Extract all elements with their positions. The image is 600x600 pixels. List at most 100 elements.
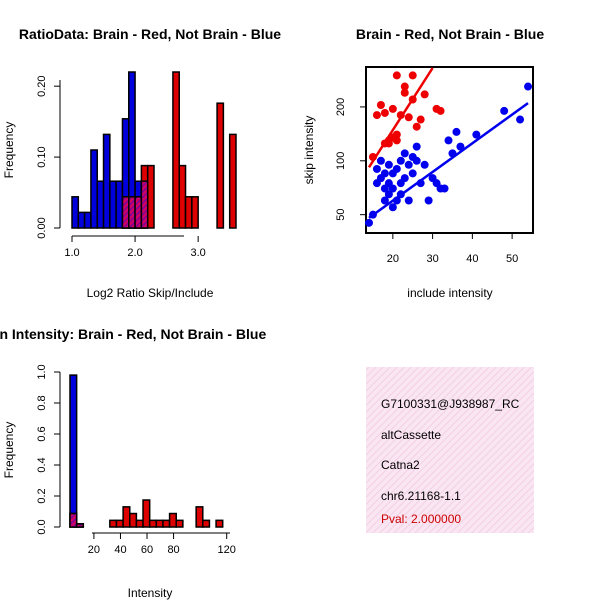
bar-brain — [215, 519, 224, 528]
x-tick-label: 20 — [88, 544, 100, 556]
bar-brain — [178, 164, 187, 229]
point-not-brain — [500, 106, 509, 115]
bar-brain — [184, 196, 193, 229]
bar-overlap — [75, 523, 85, 528]
y-tick-label: 0.2 — [36, 488, 48, 503]
point-not-brain — [472, 130, 481, 139]
point-not-brain — [380, 196, 389, 205]
x-tick-label: 80 — [167, 544, 179, 556]
bar-overlap — [140, 180, 149, 229]
y-tick-label: 0.20 — [36, 75, 48, 96]
point-brain — [392, 130, 401, 139]
x-tick-label: 1.0 — [64, 247, 79, 259]
intensity-x-axis-label: Intensity — [128, 586, 173, 600]
point-not-brain — [400, 149, 409, 158]
bar-overlap — [69, 512, 78, 528]
bar-brain — [168, 512, 177, 528]
bar-brain — [202, 519, 211, 528]
point-not-brain — [388, 184, 397, 193]
y-tick-label: 0.4 — [36, 457, 48, 472]
point-not-brain — [364, 218, 373, 227]
point-not-brain — [408, 169, 417, 178]
point-not-brain — [416, 179, 425, 188]
info-panel-background — [366, 367, 534, 533]
point-brain — [420, 90, 429, 99]
bar-brain — [135, 519, 144, 528]
bar-not-brain — [90, 149, 98, 229]
point-not-brain — [396, 156, 405, 165]
bar-not-brain — [109, 180, 117, 229]
bar-brain — [146, 164, 155, 229]
bar-brain — [122, 506, 131, 528]
info-panel: G7100331@J938987_RC altCassette Catna2 c… — [366, 367, 534, 533]
point-brain — [396, 111, 405, 120]
bar-brain — [109, 519, 118, 528]
point-not-brain — [404, 196, 413, 205]
y-tick-label: 0.8 — [36, 395, 48, 410]
bar-overlap — [128, 196, 136, 229]
y-tick-label: 1.0 — [36, 364, 48, 379]
bar-brain — [162, 519, 171, 528]
bar-brain — [216, 102, 225, 229]
x-tick-label: 30 — [426, 253, 438, 265]
bar-brain — [195, 506, 204, 528]
point-brain — [392, 136, 401, 145]
bar-brain — [148, 519, 158, 528]
point-not-brain — [452, 127, 461, 136]
point-not-brain — [388, 203, 397, 212]
bar-brain — [175, 519, 184, 528]
scatter-x-axis-label: include intensity — [407, 286, 492, 300]
scatter-panel: Brain - Red, Not Brain - Blue 20 30 40 50 5… — [302, 26, 544, 300]
point-not-brain — [420, 160, 429, 169]
bar-brain — [155, 519, 164, 528]
point-not-brain — [404, 160, 413, 169]
bar-brain — [115, 519, 124, 528]
scatter-y-axis-label: skip intensity — [302, 116, 316, 185]
point-brain — [416, 115, 425, 124]
point-not-brain — [384, 160, 393, 169]
point-brain — [392, 71, 401, 80]
scatter-plot-frame — [365, 66, 534, 234]
bar-not-brain — [69, 374, 78, 528]
point-brain — [408, 95, 417, 104]
point-not-brain — [516, 115, 525, 124]
point-not-brain — [424, 196, 433, 205]
location-text: chr6.21168-1.1 — [381, 489, 461, 503]
x-tick-label: 20 — [387, 253, 399, 265]
x-tick-label: 120 — [218, 544, 236, 556]
scatter-y-ticks: 50 100 200 — [335, 98, 366, 221]
bar-overlap — [121, 196, 130, 229]
point-not-brain — [396, 190, 405, 199]
ratio-histogram-panel: RatioData: Brain - Red, Not Brain - Blue… — [2, 26, 281, 300]
y-tick-label: 100 — [335, 152, 347, 170]
ratio-y-ticks: 0.00 0.10 0.20 — [36, 75, 60, 239]
point-not-brain — [524, 82, 533, 91]
bar-not-brain — [96, 180, 105, 229]
point-not-brain — [440, 184, 449, 193]
y-tick-label: 0.10 — [36, 146, 48, 167]
point-not-brain — [376, 156, 385, 165]
point-brain — [380, 108, 389, 117]
bar-not-brain — [102, 133, 111, 229]
point-not-brain — [372, 164, 381, 173]
y-tick-label: 200 — [335, 98, 347, 116]
scatter-chart-title: Brain - Red, Not Brain - Blue — [356, 26, 544, 42]
point-brain — [400, 82, 409, 91]
point-brain — [436, 106, 445, 115]
scatter-x-ticks: 20 30 40 50 — [387, 233, 518, 265]
bar-not-brain — [71, 196, 80, 229]
gene-name-text: Catna2 — [381, 458, 420, 472]
point-brain — [408, 71, 417, 80]
probe-id-text: G7100331@J938987_RC — [381, 397, 520, 411]
bar-brain — [142, 499, 151, 528]
x-tick-label: 3.0 — [191, 247, 206, 259]
y-tick-label: 0.00 — [36, 217, 48, 238]
point-not-brain — [384, 190, 393, 199]
intensity-y-ticks: 0.0 0.2 0.4 0.6 0.8 1.0 — [36, 364, 60, 535]
point-brain — [400, 88, 409, 97]
ratio-bars — [71, 71, 237, 229]
x-tick-label: 2.0 — [127, 247, 142, 259]
bar-not-brain — [83, 211, 92, 229]
bar-not-brain — [77, 211, 86, 229]
